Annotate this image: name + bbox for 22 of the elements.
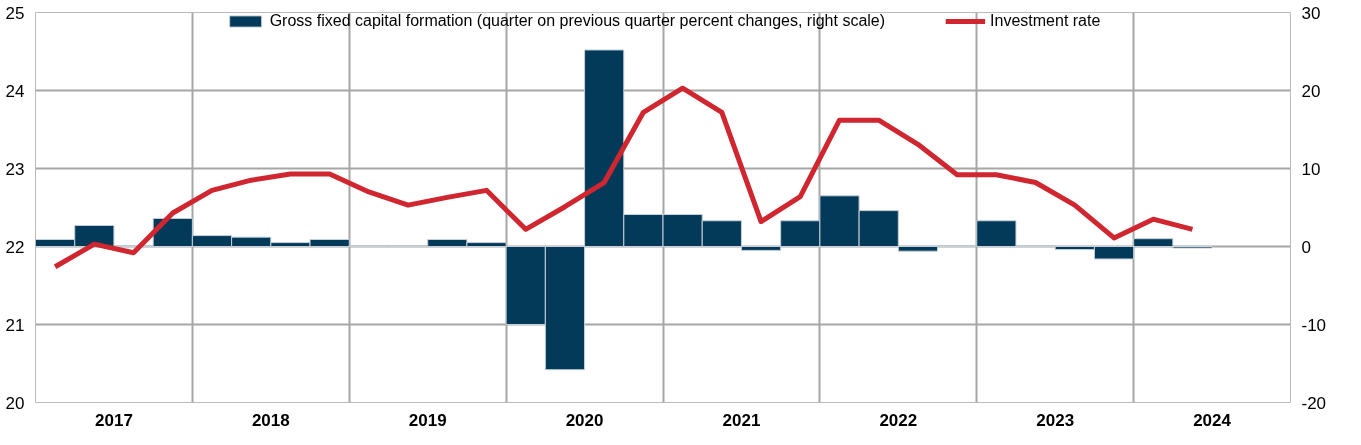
y2-tick-label: 10 xyxy=(1301,159,1321,179)
y2-tick-label: 20 xyxy=(1301,81,1321,101)
y-tick-label: 20 xyxy=(5,393,25,413)
y-tick-label: 23 xyxy=(5,159,25,179)
y2-tick-label: -20 xyxy=(1301,393,1327,413)
y-tick-label: 21 xyxy=(5,315,25,335)
x-tick-label: 2021 xyxy=(722,410,761,430)
x-tick-label: 2019 xyxy=(408,410,447,430)
y-tick-label: 24 xyxy=(5,81,25,101)
y2-tick-label: 30 xyxy=(1301,3,1321,23)
y2-tick-label: -10 xyxy=(1301,315,1327,335)
x-tick-label: 2020 xyxy=(565,410,604,430)
x-tick-label: 2017 xyxy=(95,410,133,430)
x-tick-label: 2023 xyxy=(1036,410,1075,430)
x-tick-label: 2024 xyxy=(1193,410,1232,430)
y-tick-label: 25 xyxy=(5,3,25,23)
x-tick-label: 2018 xyxy=(251,410,290,430)
y2-tick-label: 0 xyxy=(1301,237,1311,257)
legend-label: Investment rate xyxy=(990,12,1101,30)
legend-label: Gross fixed capital formation (quarter on previous quarter percent changes, right scale) xyxy=(269,12,886,30)
y-tick-label: 22 xyxy=(5,237,25,257)
x-tick-label: 2022 xyxy=(879,410,918,430)
